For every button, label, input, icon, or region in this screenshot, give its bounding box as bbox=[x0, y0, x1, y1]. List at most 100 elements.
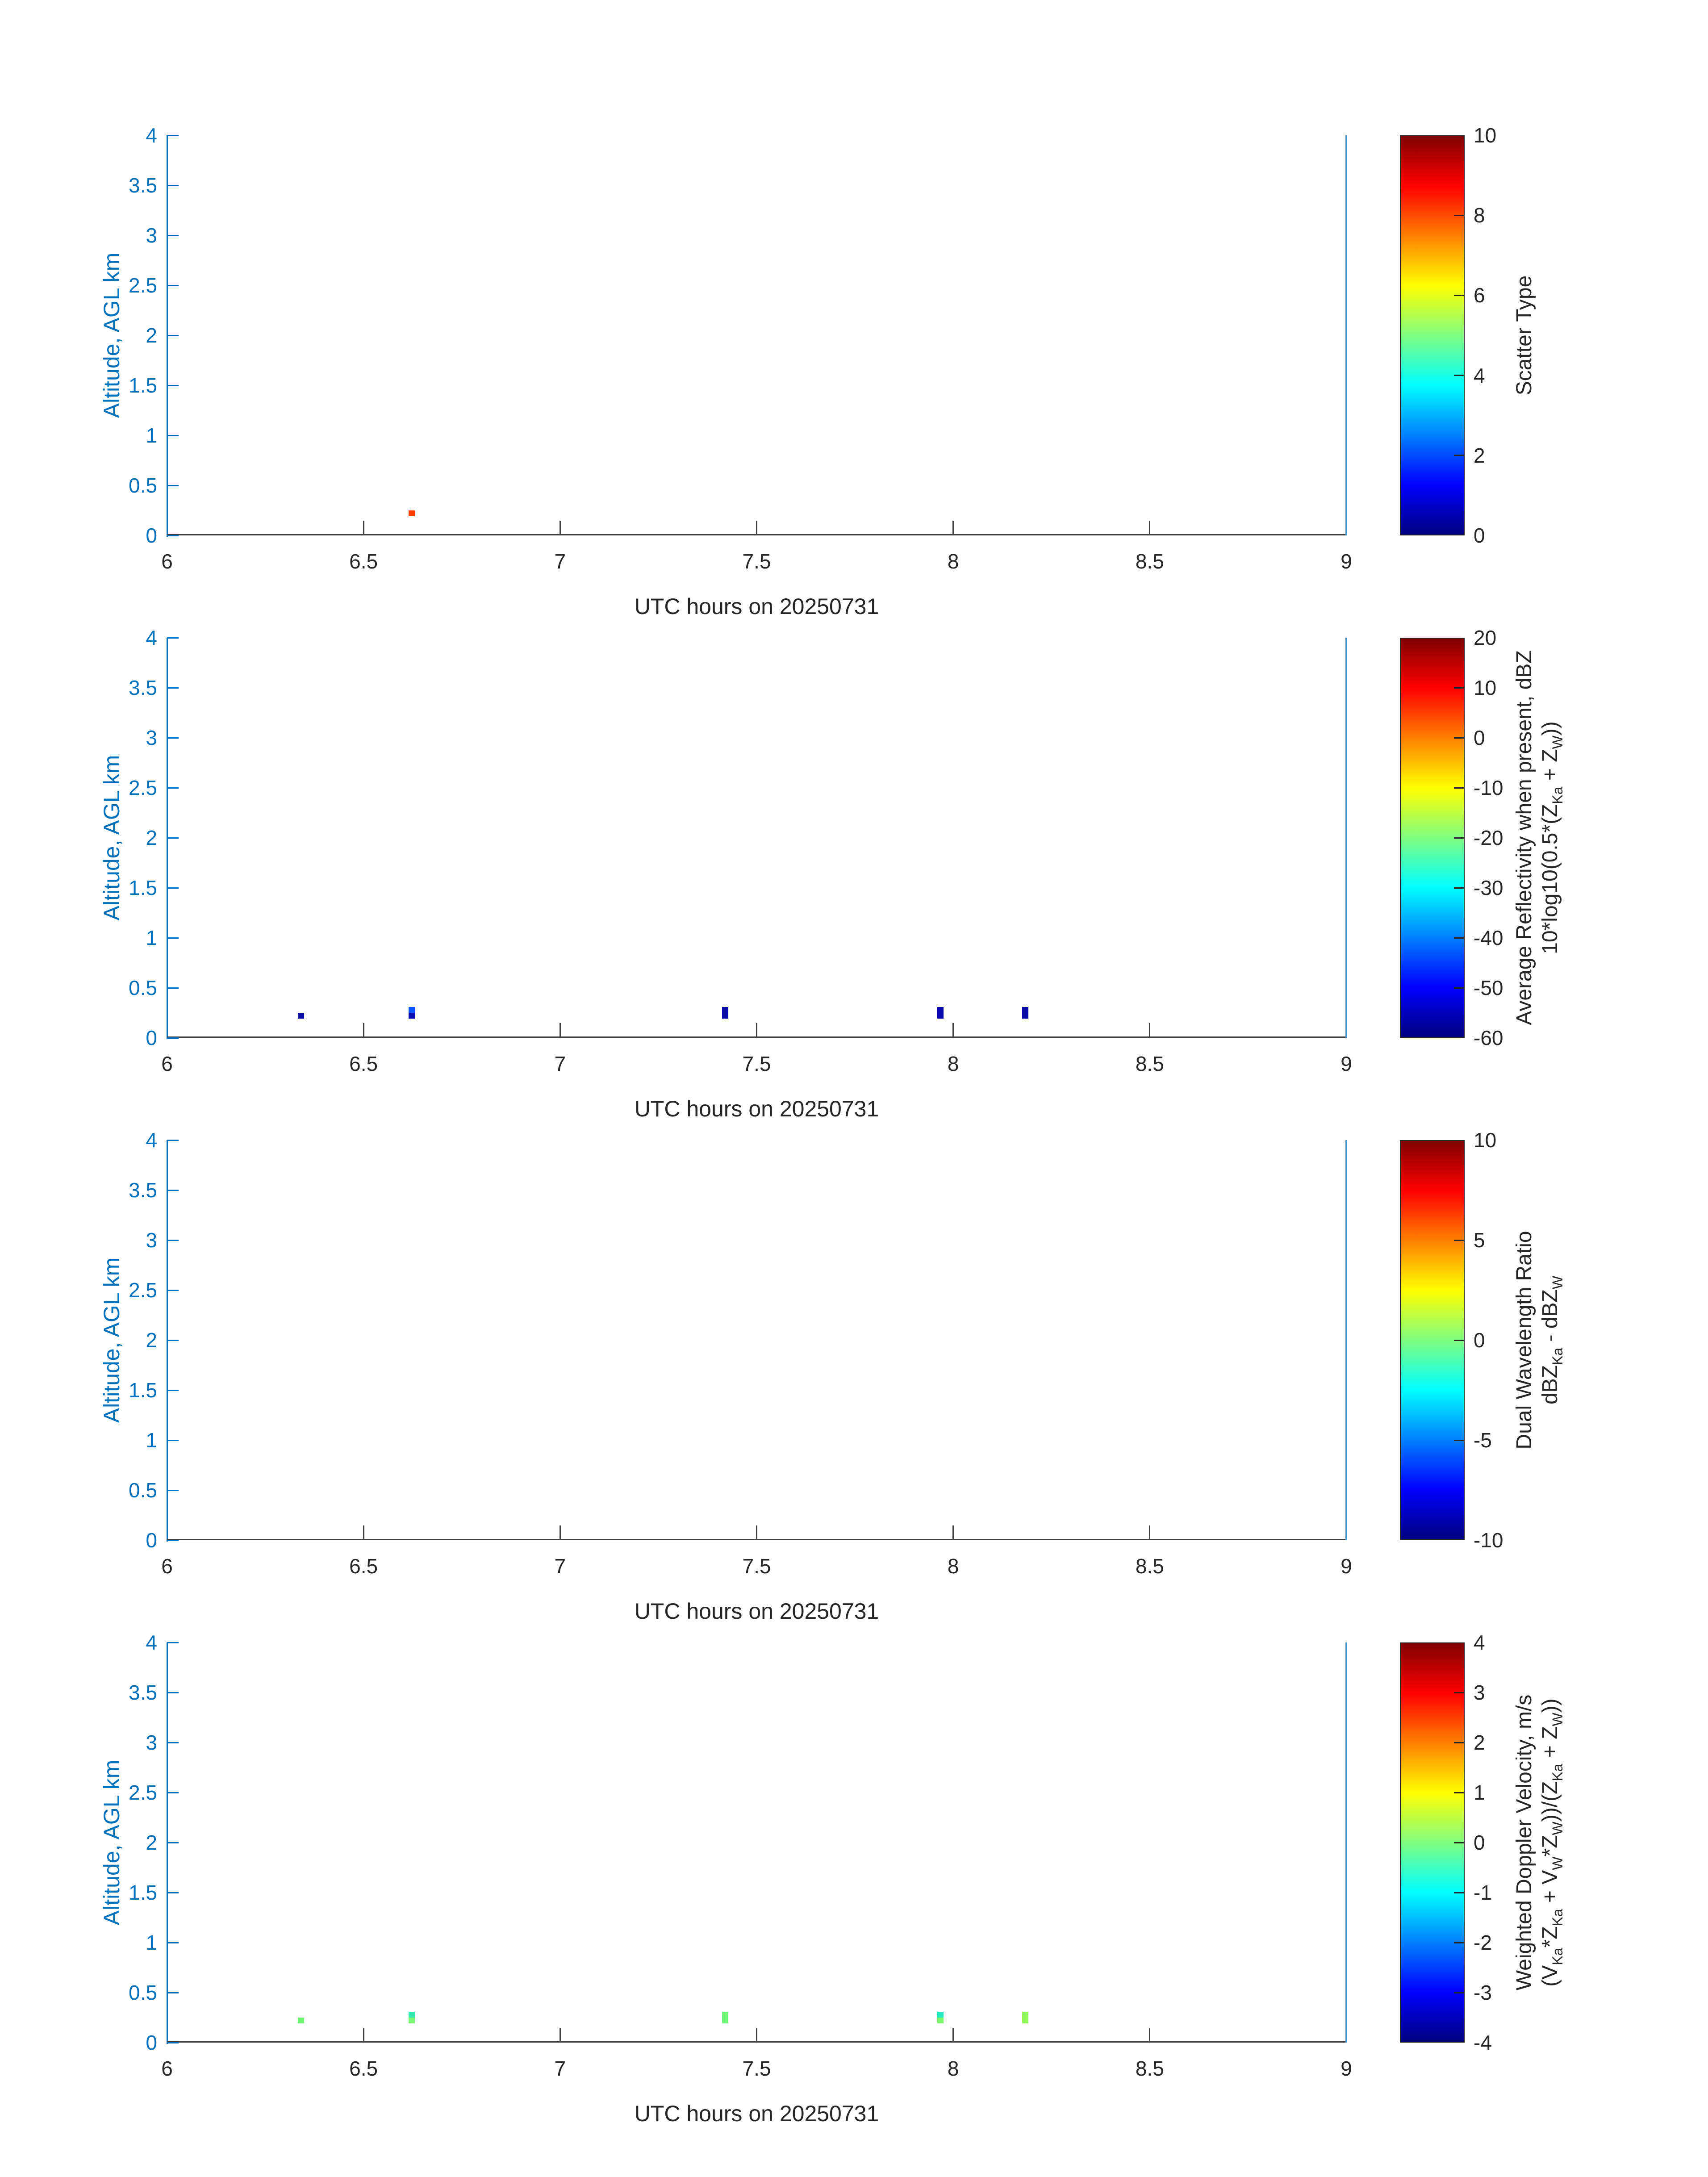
x-tick-label: 6.5 bbox=[349, 1052, 378, 1075]
y-tick-mark bbox=[167, 2042, 179, 2043]
colorbar-tick-label: -60 bbox=[1474, 1026, 1503, 1049]
y-tick-mark bbox=[167, 1239, 179, 1241]
colorbar-tick-mark bbox=[1454, 687, 1464, 689]
y-tick-mark bbox=[167, 1539, 179, 1541]
colorbar-tick-label: 10 bbox=[1474, 1128, 1497, 1152]
x-tick-label: 7 bbox=[554, 2057, 566, 2080]
colorbar-tick-label: -5 bbox=[1474, 1429, 1492, 1452]
y-tick-mark bbox=[167, 987, 179, 989]
x-tick-mark bbox=[756, 2028, 757, 2041]
y-axis-line bbox=[167, 1140, 168, 1542]
data-cell bbox=[409, 1013, 415, 1019]
colorbar-tick-mark bbox=[1454, 987, 1464, 989]
x-tick-mark bbox=[559, 521, 561, 534]
x-axis-label: UTC hours on 20250731 bbox=[634, 1599, 879, 1624]
data-cell bbox=[1022, 1013, 1028, 1019]
colorbar-tick-mark bbox=[1454, 455, 1464, 456]
data-cell bbox=[722, 2011, 729, 2018]
y-tick-label: 1.5 bbox=[129, 1881, 157, 1904]
y-tick-label: 1.5 bbox=[129, 374, 157, 397]
colorbar-tick-label: -30 bbox=[1474, 876, 1503, 899]
x-tick-label: 6 bbox=[161, 1554, 173, 1578]
colorbar-tick-label: -10 bbox=[1474, 776, 1503, 799]
y-axis-line bbox=[167, 638, 168, 1039]
x-tick-mark bbox=[363, 2028, 364, 2041]
y-tick-label: 0 bbox=[146, 2031, 157, 2054]
data-cell bbox=[937, 1013, 944, 1019]
y-tick-mark bbox=[167, 637, 179, 639]
colorbar-tick-label: -4 bbox=[1474, 2031, 1492, 2054]
y-tick-label: 3 bbox=[146, 224, 157, 247]
x-tick-mark bbox=[952, 1023, 954, 1036]
y-tick-mark bbox=[167, 1642, 179, 1643]
data-cell bbox=[937, 2018, 944, 2024]
data-cell bbox=[937, 1007, 944, 1013]
y-tick-label: 1.5 bbox=[129, 876, 157, 899]
x-tick-mark bbox=[363, 521, 364, 534]
y-tick-label: 0 bbox=[146, 1026, 157, 1049]
plot-area bbox=[167, 134, 1347, 537]
x-tick-label: 8.5 bbox=[1135, 2057, 1164, 2080]
y-tick-mark bbox=[167, 1842, 179, 1843]
x-tick-label: 8.5 bbox=[1135, 1554, 1164, 1578]
colorbar-tick-mark bbox=[1454, 1239, 1464, 1241]
y-tick-mark bbox=[167, 687, 179, 689]
colorbar-tick-label: 0 bbox=[1474, 1831, 1485, 1854]
y-tick-mark bbox=[167, 1742, 179, 1743]
y-axis-line bbox=[167, 1642, 168, 2044]
y-tick-mark bbox=[167, 1892, 179, 1893]
colorbar-tick-mark bbox=[1454, 937, 1464, 939]
y-axis-line bbox=[167, 135, 168, 537]
colorbar-tick-mark bbox=[1454, 1942, 1464, 1943]
y-tick-label: 2.5 bbox=[129, 274, 157, 297]
y-tick-label: 0.5 bbox=[129, 976, 157, 999]
colorbar-tick-mark bbox=[1454, 1692, 1464, 1693]
x-tick-label: 8 bbox=[947, 1554, 959, 1578]
x-tick-label: 7.5 bbox=[742, 2057, 771, 2080]
x-axis-label: UTC hours on 20250731 bbox=[634, 594, 879, 619]
colorbar-gradient bbox=[1401, 1141, 1464, 1539]
x-tick-mark bbox=[756, 521, 757, 534]
y-tick-label: 0.5 bbox=[129, 1479, 157, 1502]
colorbar-tick-label: 20 bbox=[1474, 626, 1497, 649]
y-tick-mark bbox=[167, 1792, 179, 1793]
x-tick-mark bbox=[1149, 521, 1151, 534]
y-tick-label: 1.5 bbox=[129, 1379, 157, 1402]
data-cell bbox=[937, 2011, 944, 2018]
colorbar bbox=[1400, 135, 1465, 535]
x-axis-line bbox=[167, 1036, 1346, 1038]
x-tick-mark bbox=[952, 1525, 954, 1539]
y-tick-mark bbox=[167, 887, 179, 889]
colorbar-tick-mark bbox=[1454, 1892, 1464, 1893]
y-tick-mark bbox=[167, 435, 179, 436]
plot-right-edge-line bbox=[1345, 1642, 1347, 2043]
y-tick-mark bbox=[167, 1289, 179, 1291]
x-tick-mark bbox=[1149, 1023, 1151, 1036]
y-tick-label: 1 bbox=[146, 1931, 157, 1954]
x-tick-label: 8 bbox=[947, 2057, 959, 2080]
data-cell bbox=[1022, 2018, 1028, 2024]
data-cell bbox=[409, 2011, 415, 2018]
y-tick-mark bbox=[167, 787, 179, 789]
x-tick-label: 7.5 bbox=[742, 1052, 771, 1075]
colorbar-tick-label: 3 bbox=[1474, 1681, 1485, 1704]
x-tick-mark bbox=[952, 521, 954, 534]
x-tick-mark bbox=[1149, 1525, 1151, 1539]
colorbar-tick-label: 10 bbox=[1474, 124, 1497, 147]
y-tick-label: 1 bbox=[146, 424, 157, 447]
y-tick-mark bbox=[167, 737, 179, 739]
plot-right-edge-line bbox=[1345, 1140, 1347, 1540]
y-tick-label: 3.5 bbox=[129, 1681, 157, 1704]
data-cell bbox=[1022, 2011, 1028, 2018]
data-cell bbox=[722, 2018, 729, 2024]
x-tick-label: 6.5 bbox=[349, 550, 378, 573]
y-tick-label: 3.5 bbox=[129, 1178, 157, 1202]
y-tick-label: 4 bbox=[146, 626, 157, 649]
colorbar-tick-label: 0 bbox=[1474, 1329, 1485, 1352]
colorbar-tick-mark bbox=[1454, 887, 1464, 889]
colorbar-tick-label: -50 bbox=[1474, 976, 1503, 999]
x-axis-line bbox=[167, 2041, 1346, 2043]
colorbar-gradient bbox=[1401, 1643, 1464, 2042]
y-tick-label: 3.5 bbox=[129, 174, 157, 197]
x-tick-label: 6 bbox=[161, 2057, 173, 2080]
